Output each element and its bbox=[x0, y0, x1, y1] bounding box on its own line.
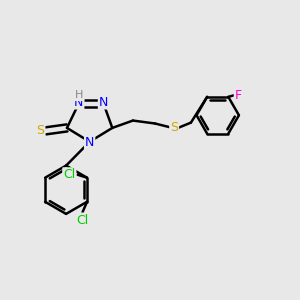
Text: F: F bbox=[235, 89, 242, 102]
Text: N: N bbox=[99, 95, 108, 109]
Text: Cl: Cl bbox=[76, 214, 89, 226]
Text: Cl: Cl bbox=[63, 168, 76, 181]
Text: S: S bbox=[37, 124, 44, 137]
Text: S: S bbox=[170, 121, 178, 134]
Text: N: N bbox=[85, 136, 94, 149]
Text: H: H bbox=[75, 90, 83, 100]
Text: N: N bbox=[74, 95, 83, 109]
